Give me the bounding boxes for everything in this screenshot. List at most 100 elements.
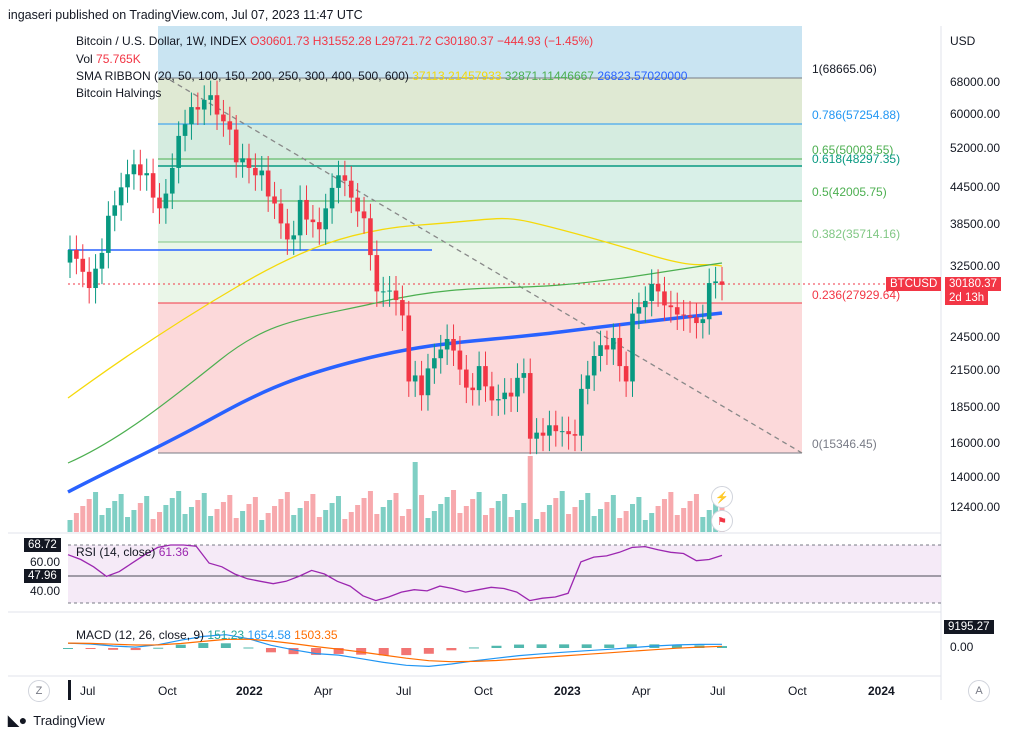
- candle-body: [214, 95, 220, 115]
- price-tick: 16000.00: [950, 436, 1001, 450]
- footer-brand: ◣● TradingView: [8, 712, 105, 729]
- volume-bar: [636, 497, 642, 532]
- zoom-button[interactable]: Z: [28, 680, 50, 702]
- price-tick: 24500.00: [950, 330, 1001, 344]
- volume-bar: [451, 490, 457, 532]
- candlestick-series[interactable]: [67, 80, 725, 455]
- candle-body: [374, 255, 380, 292]
- volume-bar: [559, 491, 565, 532]
- volume-bar: [150, 519, 156, 532]
- macd-hist-bar: [130, 648, 141, 651]
- macd-hist-bar: [468, 647, 479, 649]
- volume-bar: [310, 494, 316, 532]
- candle-body: [221, 114, 226, 122]
- candle-body: [611, 337, 616, 350]
- macd-hist-bar: [220, 643, 231, 648]
- candle-body: [617, 337, 623, 367]
- macd-v3: 1503.35: [294, 628, 338, 642]
- time-tick: Oct: [474, 684, 493, 698]
- candle-body: [157, 197, 162, 209]
- candle-body: [336, 175, 341, 188]
- volume-bar: [80, 506, 86, 532]
- volume-bar: [495, 501, 501, 532]
- volume-bar: [399, 516, 405, 532]
- volume-bar: [176, 491, 182, 532]
- volume-bar: [99, 515, 105, 532]
- volume-bar: [182, 514, 188, 532]
- volume-bar: [546, 505, 552, 532]
- volume-bar: [687, 501, 693, 532]
- fib-zone-0382: [158, 242, 802, 303]
- volume-bar: [252, 497, 258, 532]
- fibonacci-retracement[interactable]: [158, 26, 802, 454]
- volume-bar: [470, 499, 476, 532]
- volume-bars: [67, 456, 725, 532]
- volume-bar: [457, 513, 463, 532]
- candle-body: [476, 366, 482, 391]
- time-tick: 2022: [236, 684, 263, 698]
- volume-bar: [86, 499, 92, 532]
- lightning-icon[interactable]: ⚡: [711, 486, 733, 508]
- candle-body: [425, 368, 431, 396]
- sma-ribbon-yellow: [67, 217, 723, 399]
- macd-signal-line: [67, 638, 723, 663]
- candle-body: [521, 373, 527, 378]
- candle-body: [80, 258, 86, 272]
- legend-change: −444.93 (−1.45%): [497, 34, 594, 48]
- candle-body: [412, 375, 418, 382]
- candle-body: [687, 315, 693, 318]
- candle-body: [285, 223, 290, 240]
- legend-vol-label: Vol: [76, 52, 93, 66]
- volume-bar: [630, 504, 636, 532]
- candle-body: [515, 377, 520, 397]
- candle-body: [649, 283, 654, 301]
- candle-body: [246, 158, 252, 168]
- price-tick: 14000.00: [950, 470, 1001, 484]
- candle-body: [400, 300, 405, 316]
- legend-close: C30180.37: [434, 34, 494, 48]
- volume-bar: [412, 462, 418, 532]
- auto-scale-button[interactable]: A: [968, 680, 990, 702]
- candle-body: [278, 203, 284, 224]
- candle-body: [323, 208, 328, 230]
- macd-hist-bar: [85, 648, 96, 649]
- candle-body: [553, 425, 559, 432]
- rsi-badge-low: 47.96: [24, 569, 61, 583]
- volume-bar: [93, 492, 99, 532]
- volume-bar: [681, 508, 687, 532]
- price-tick: 60000.00: [950, 107, 1001, 121]
- volume-bar: [214, 509, 220, 532]
- volume-bar: [693, 494, 699, 532]
- currency-label[interactable]: USD: [950, 34, 976, 48]
- volume-bar: [367, 491, 373, 532]
- candle-body: [674, 307, 680, 315]
- candle-body: [572, 434, 578, 436]
- volume-bar: [342, 519, 348, 532]
- macd-line: [67, 634, 723, 668]
- volume-bar: [604, 502, 610, 532]
- price-tick: 32500.00: [950, 259, 1001, 273]
- candle-body: [201, 99, 207, 110]
- us-flag-icon[interactable]: ⚑: [711, 510, 733, 532]
- candle-body: [438, 349, 444, 359]
- macd-hist-bar: [333, 648, 344, 654]
- candle-body: [112, 205, 118, 216]
- volume-bar: [259, 520, 265, 532]
- volume-bar: [201, 493, 207, 532]
- volume-bar: [188, 507, 194, 532]
- macd-hist-bar: [559, 644, 570, 648]
- fib-label-0382: 0.382(35714.16): [812, 227, 901, 241]
- volume-bar: [527, 456, 533, 532]
- volume-bar: [649, 513, 655, 532]
- brand-name: TradingView: [33, 713, 105, 728]
- time-tick: Apr: [632, 684, 651, 698]
- candle-body: [579, 388, 584, 436]
- candle-body: [598, 345, 603, 356]
- fib-label-05: 0.5(42005.75): [812, 185, 887, 199]
- rsi-value: 61.36: [158, 545, 189, 559]
- candle-body: [67, 250, 73, 263]
- candle-body: [642, 300, 648, 308]
- symbol-badge: BTCUSD: [886, 277, 942, 291]
- volume-bar: [406, 509, 412, 532]
